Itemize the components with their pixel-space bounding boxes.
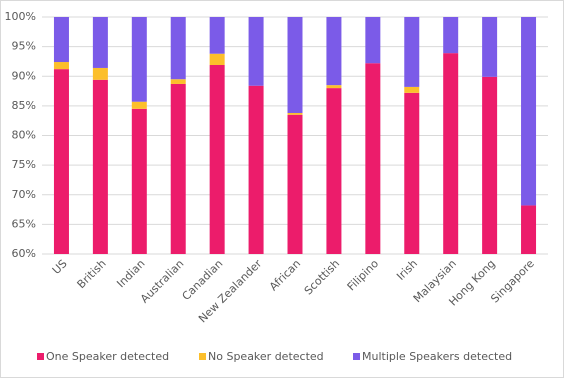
bar-segment [53, 69, 69, 254]
bar-segment [131, 108, 147, 255]
y-tick-label: 70% [12, 188, 36, 201]
legend-swatch [37, 353, 44, 360]
bar-segment [53, 17, 69, 63]
bar-segment [326, 85, 342, 89]
bar-segment [365, 17, 381, 64]
bar-segment [326, 88, 342, 254]
y-tick-label: 85% [12, 99, 36, 112]
bar-segment [209, 64, 225, 255]
bar-segment [209, 53, 225, 65]
bar-segment [170, 79, 186, 84]
bar-segment [92, 79, 108, 255]
bar-segment [482, 76, 498, 254]
bar-segment [287, 114, 303, 254]
legend-label: One Speaker detected [46, 350, 169, 363]
y-tick-label: 80% [12, 129, 36, 142]
bar-segment [131, 17, 147, 102]
bar-segment [482, 17, 498, 77]
y-tick-label: 75% [12, 158, 36, 171]
bar-segment [404, 86, 420, 93]
bar-segment [287, 112, 303, 115]
legend-swatch [353, 353, 360, 360]
bar-segment [365, 63, 381, 255]
bar-segment [521, 205, 537, 254]
bar-segment [443, 53, 459, 254]
bar-segment [170, 17, 186, 80]
y-tick-label: 90% [12, 69, 36, 82]
bar-segment [404, 92, 420, 254]
bar-segment [248, 17, 264, 86]
y-tick-label: 100% [5, 10, 36, 23]
bar-segment [443, 17, 459, 54]
bar-segment [170, 83, 186, 254]
bar-segment [92, 17, 108, 68]
y-tick-label: 65% [12, 217, 36, 230]
legend-label: No Speaker detected [208, 350, 324, 363]
bar-segment [404, 17, 420, 87]
bar-segment [53, 62, 69, 70]
bar-segment [326, 17, 342, 86]
bar-segment [287, 17, 303, 113]
legend-swatch [199, 353, 206, 360]
bar-segment [92, 67, 108, 80]
y-tick-label: 60% [12, 247, 36, 260]
bar-segment [521, 17, 537, 206]
y-tick-label: 95% [12, 40, 36, 53]
bar-segment [248, 85, 264, 254]
bar-segment [209, 17, 225, 54]
legend-label: Multiple Speakers detected [362, 350, 512, 363]
bar-segment [131, 101, 147, 109]
